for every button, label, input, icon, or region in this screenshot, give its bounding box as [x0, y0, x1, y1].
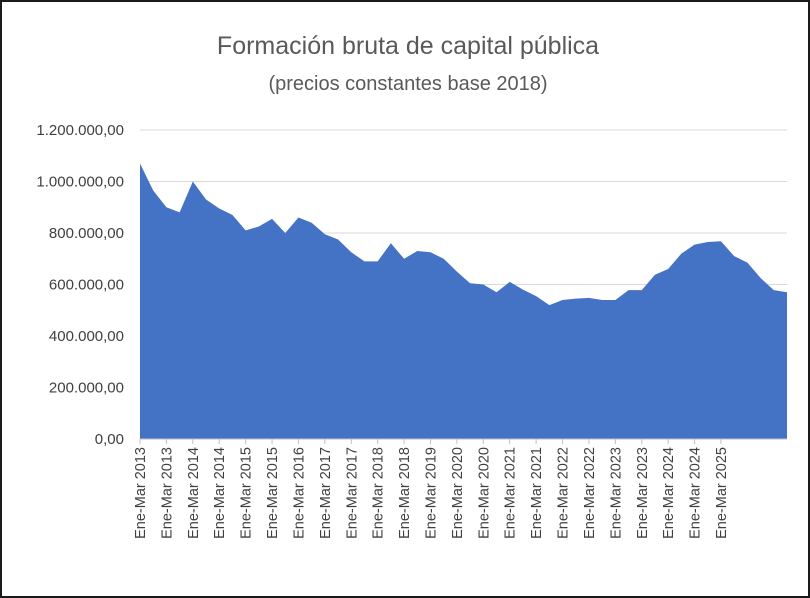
- y-tick-label: 400.000,00: [49, 328, 124, 345]
- x-tick-label: Ene-Mar 2021: [529, 447, 545, 539]
- x-tick-label: Ene-Mar 2016: [291, 447, 307, 539]
- x-tick-label: Ene-Mar 2015: [265, 447, 281, 539]
- series-area-fill: [140, 163, 787, 440]
- x-tick-label: Ene-Mar 2014: [212, 447, 228, 539]
- x-tick-label: Ene-Mar 2020: [476, 447, 492, 539]
- y-tick-label: 1.200.000,00: [36, 122, 124, 139]
- x-tick-label: Ene-Mar 2018: [397, 447, 413, 539]
- x-tick-label: Ene-Mar 2021: [503, 447, 519, 539]
- y-tick-labels: 0,00 200.000,00 400.000,00 600.000,00 800.00…: [36, 122, 124, 448]
- x-tick-label: Ene-Mar 2024: [688, 447, 704, 539]
- x-tick-label: Ene-Mar 2020: [450, 447, 466, 539]
- series-area: [139, 163, 788, 440]
- y-tick-label: 800.000,00: [49, 225, 124, 242]
- x-tick-label: Ene-Mar 2015: [239, 447, 255, 539]
- x-tick-label: Ene-Mar 2025: [714, 447, 730, 539]
- x-tick-label: Ene-Mar 2023: [608, 447, 624, 539]
- y-tick-label: 600.000,00: [49, 277, 124, 294]
- x-tick-label: Ene-Mar 2022: [582, 447, 598, 539]
- y-tick-label: 0,00: [95, 431, 124, 448]
- x-tick-label: Ene-Mar 2023: [635, 447, 651, 539]
- axes: [139, 438, 787, 444]
- chart-subtitle: (precios constantes base 2018): [268, 73, 547, 95]
- x-tick-label: Ene-Mar 2017: [318, 447, 334, 539]
- chart-title: Formación bruta de capital pública: [217, 32, 599, 60]
- x-tick-label: Ene-Mar 2013: [133, 447, 149, 539]
- x-tick-label: Ene-Mar 2019: [423, 447, 439, 539]
- y-tick-label: 1.000.000,00: [36, 174, 124, 191]
- x-tick-label: Ene-Mar 2018: [371, 447, 387, 539]
- x-tick-label: Ene-Mar 2013: [159, 447, 175, 539]
- x-tick-label: Ene-Mar 2022: [556, 447, 572, 539]
- x-tick-label: Ene-Mar 2014: [186, 447, 202, 539]
- x-tick-label: Ene-Mar 2024: [661, 447, 677, 539]
- x-tick-labels: Ene-Mar 2013 Ene-Mar 2013 Ene-Mar 2014 Ene-…: [133, 447, 730, 539]
- y-tick-label: 200.000,00: [49, 380, 124, 397]
- x-tick-label: Ene-Mar 2017: [344, 447, 360, 539]
